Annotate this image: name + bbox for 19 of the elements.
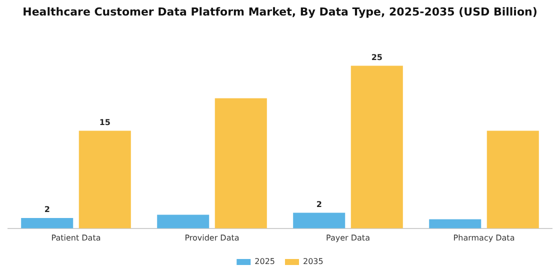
legend-label: 2035 [303,257,324,266]
x-tick-label: Patient Data [51,233,101,242]
bar [78,130,131,228]
legend-label: 2025 [254,257,275,266]
bar [486,130,539,228]
x-tick-label: Provider Data [184,233,240,242]
chart-title: Healthcare Customer Data Platform Market, By Data Type, 2025-2035 (USD Billion) [22,5,538,18]
x-tick-label: Payer Data [326,233,370,242]
bar [429,219,482,228]
bar [350,66,403,228]
bar [21,218,74,228]
bar [157,214,210,228]
data-label: 2 [44,205,50,214]
data-label: 15 [99,118,111,127]
bar [214,98,267,228]
data-label: 25 [371,52,383,62]
bar [293,212,346,228]
data-label: 2 [316,200,322,209]
x-tick-label: Pharmacy Data [453,233,515,242]
